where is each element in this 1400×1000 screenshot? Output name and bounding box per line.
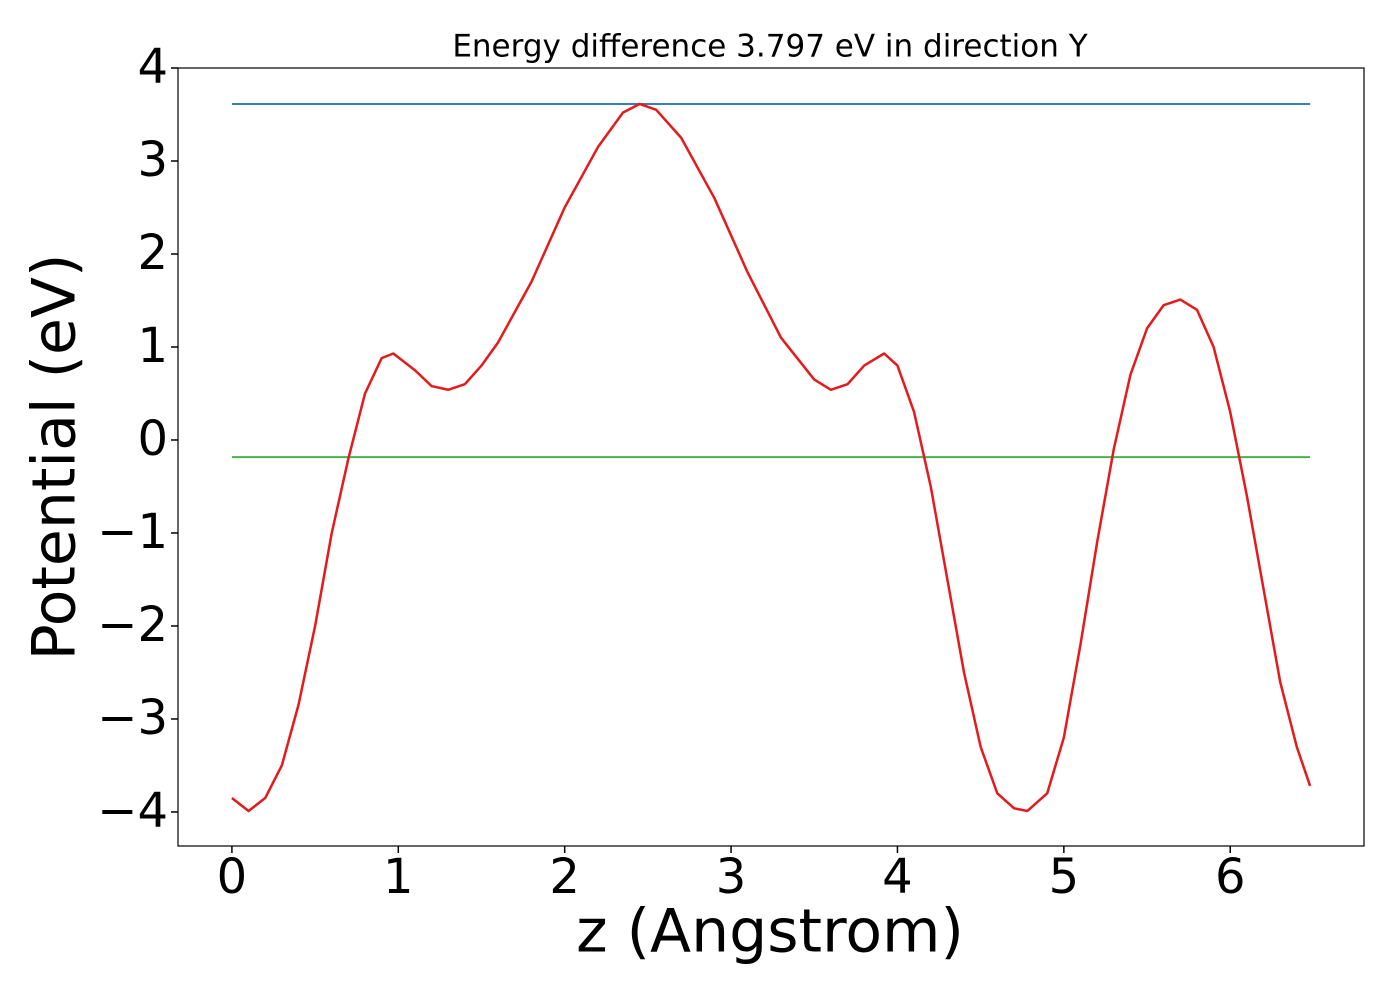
y-axis-label: Potential (eV): [20, 254, 90, 661]
chart-title: Energy difference 3.797 eV in direction …: [452, 29, 1087, 65]
plot-frame: [177, 67, 1365, 847]
y-tick-label: 2: [137, 225, 168, 281]
y-tick-label: 1: [137, 318, 168, 374]
y-tick-label: −4: [97, 783, 168, 839]
x-tick-label: 0: [217, 849, 248, 905]
x-tick-label: 2: [549, 849, 580, 905]
y-tick-label: 0: [137, 411, 168, 467]
data-line: [231, 102, 1312, 813]
y-tick-label: −3: [97, 690, 168, 746]
x-tick-label: 6: [1215, 849, 1246, 905]
y-tick-label: 3: [137, 132, 168, 188]
x-tick-label: 5: [1049, 849, 1080, 905]
y-tick-label: −1: [97, 504, 168, 560]
x-tick-label: 1: [383, 849, 414, 905]
x-axis-label: z (Angstrom): [576, 897, 964, 967]
x-tick-label: 4: [882, 849, 913, 905]
x-tick-label: 3: [716, 849, 747, 905]
y-tick-label: −2: [97, 597, 168, 653]
y-tick-label: 4: [137, 39, 168, 95]
